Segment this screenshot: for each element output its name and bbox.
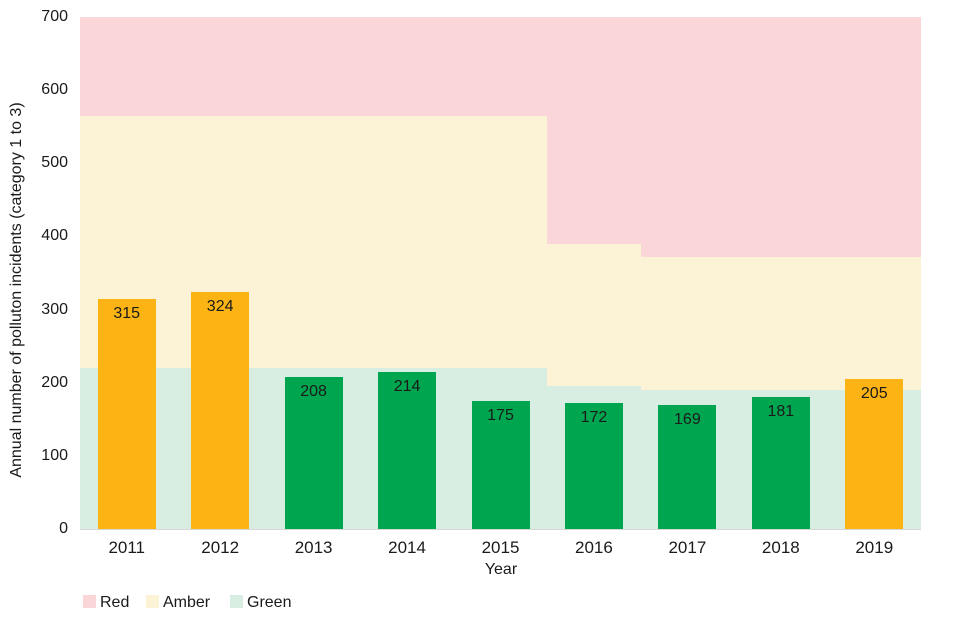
bar-2015 <box>471 401 530 529</box>
bar-2019 <box>845 379 904 529</box>
legend-label-red: Red <box>100 594 130 611</box>
bar-value-label-2016: 172 <box>580 409 608 427</box>
band-red-segment-3 <box>640 17 921 257</box>
y-tick-label-100: 100 <box>41 446 68 464</box>
bar-2014 <box>378 372 437 529</box>
bar-value-label-2019: 205 <box>860 385 888 403</box>
y-tick-label-700: 700 <box>41 8 68 25</box>
x-tick-label-2019: 2019 <box>855 538 894 557</box>
band-amber-segment-3 <box>640 256 921 391</box>
x-axis-title: Year <box>484 561 518 578</box>
band-amber-segment-2 <box>547 243 641 387</box>
plot-area: 315 324 208 214 175 172 169 181 205 <box>80 17 921 529</box>
band-amber-segment-1 <box>80 115 548 369</box>
x-tick-label-2017: 2017 <box>668 538 707 557</box>
bar-2013 <box>284 376 343 529</box>
legend-swatch-red <box>83 595 96 608</box>
legend-swatch-amber <box>146 595 159 608</box>
bar-value-label-2015: 175 <box>487 407 514 424</box>
x-tick-label-2018: 2018 <box>761 538 800 557</box>
bar-value-label-2018: 181 <box>767 402 795 420</box>
legend-label-green: Green <box>247 594 292 611</box>
legend-label-amber: Amber <box>163 594 211 611</box>
bar-value-label-2013: 208 <box>300 382 327 400</box>
legend-swatch-green <box>230 595 243 608</box>
y-tick-label-600: 600 <box>41 81 68 99</box>
bar-2017 <box>658 405 717 529</box>
x-tick-label-2013: 2013 <box>294 538 333 557</box>
x-tick-label-2015: 2015 <box>481 538 520 557</box>
bar-value-label-2011: 315 <box>113 304 141 322</box>
x-tick-label-2014: 2014 <box>388 538 426 557</box>
y-tick-label-300: 300 <box>41 300 68 318</box>
y-tick-label-500: 500 <box>41 154 68 172</box>
bar-value-label-2017: 169 <box>674 411 701 429</box>
bar-2018 <box>751 396 810 529</box>
bar-value-label-2012: 324 <box>206 298 234 316</box>
bar-value-label-2014: 214 <box>393 378 421 396</box>
bar-2012 <box>191 292 250 529</box>
x-axis-line <box>80 529 921 530</box>
x-tick-label-2011: 2011 <box>108 538 145 557</box>
band-red-segment-1 <box>80 17 548 116</box>
y-tick-label-200: 200 <box>41 373 68 391</box>
bar-2011 <box>97 298 156 529</box>
bar-2016 <box>564 403 623 529</box>
y-tick-label-400: 400 <box>41 227 68 245</box>
y-tick-label-0: 0 <box>59 520 68 537</box>
x-tick-label-2012: 2012 <box>201 538 240 557</box>
x-tick-label-2016: 2016 <box>575 538 613 557</box>
band-red-segment-2 <box>547 17 641 244</box>
